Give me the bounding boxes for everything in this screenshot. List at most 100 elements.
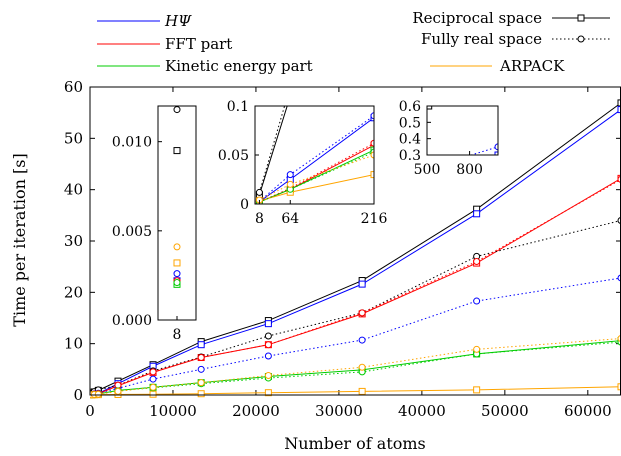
inset-data-point <box>494 143 498 151</box>
inset-data-point <box>494 151 498 155</box>
legend-label: Kinetic energy part <box>165 57 313 75</box>
inset-data-point <box>427 106 433 110</box>
legend-label: Reciprocal space <box>412 9 542 27</box>
inset-data-point <box>384 196 390 202</box>
inset-data-point <box>173 270 181 278</box>
data-point <box>473 258 481 266</box>
inset-frame <box>426 105 499 156</box>
data-point <box>473 297 481 305</box>
legend-label: Fully real space <box>421 30 542 48</box>
inset-y-tick-label: 0.000 <box>112 313 152 329</box>
series-line <box>90 386 621 396</box>
inset-data-point <box>534 103 540 109</box>
data-point <box>473 345 481 353</box>
y-axis-label: Time per iteration [s] <box>10 153 29 326</box>
y-tick-label: 60 <box>64 78 83 96</box>
inset-data-point <box>173 279 181 287</box>
inset-data-point <box>287 83 293 89</box>
legend-item-arpack: ARPACK <box>430 57 565 75</box>
legend-label: ARPACK <box>499 57 565 75</box>
inset-data-point <box>426 185 432 191</box>
series-line <box>90 338 621 396</box>
series-line <box>90 341 621 396</box>
data-point <box>358 387 366 395</box>
inset-data-point <box>384 191 390 197</box>
x-tick-label: 30000 <box>315 402 363 420</box>
legend-item-kinetic-energy-part: Kinetic energy part <box>97 57 313 75</box>
inset-data-point <box>255 188 263 196</box>
data-point <box>149 383 157 391</box>
y-tick-label: 0 <box>73 386 83 404</box>
inset-data-point <box>286 171 294 179</box>
inset-series-line <box>258 106 288 195</box>
inset-series-line <box>259 174 374 202</box>
data-point <box>264 371 272 379</box>
inset-data-point <box>495 177 501 183</box>
inset-data-point <box>426 193 432 199</box>
inset-data-point <box>173 243 181 251</box>
data-point <box>358 336 366 344</box>
inset-y-tick-label: 0.4 <box>399 132 421 148</box>
inset-data-point <box>384 191 390 197</box>
y-tick-label: 10 <box>64 335 83 353</box>
inset-x-tick-label: 216 <box>361 211 388 227</box>
data-point <box>114 381 122 389</box>
inset-data-point <box>370 112 374 120</box>
inset-x-tick-label: 64 <box>281 211 299 227</box>
data-point <box>114 387 122 395</box>
legend-label: FFT part <box>165 35 232 53</box>
legend-marker <box>577 14 585 22</box>
data-point <box>264 320 272 328</box>
x-tick-label: 10000 <box>149 402 197 420</box>
inset-data-point <box>286 180 294 188</box>
inset-y-tick-label: 0.005 <box>112 224 152 240</box>
data-point <box>197 390 205 398</box>
y-tick-label: 40 <box>64 181 83 199</box>
inset-data-point <box>173 147 181 155</box>
data-point <box>264 389 272 397</box>
data-point <box>149 375 157 383</box>
data-point <box>197 379 205 387</box>
inset-3: 500 800 0.30.40.50.6 <box>384 99 501 202</box>
inset-data-point <box>534 152 540 158</box>
inset-y-tick-label: 0.05 <box>218 148 249 164</box>
inset-data-point <box>384 187 390 193</box>
legend-marker <box>577 35 585 43</box>
series-line <box>90 178 621 396</box>
inset-y-tick-label: 0.3 <box>399 148 421 164</box>
series-arpack-real <box>90 335 621 399</box>
inset-data-point <box>495 160 501 166</box>
inset-data-point <box>384 142 390 148</box>
legend-item-fft-part: FFT part <box>97 35 232 53</box>
inset-y-tick-label: 0.010 <box>112 135 152 151</box>
data-point <box>358 363 366 371</box>
data-point <box>473 386 481 394</box>
inset-data-point <box>495 168 501 174</box>
data-point <box>617 106 621 114</box>
inset-data-point <box>384 192 390 198</box>
legend: HΨ FFT part Kinetic energy part ARPACK Recip… <box>97 9 610 75</box>
legend-label: HΨ <box>164 12 192 30</box>
legend-item-fully-real-space: Fully real space <box>421 30 610 48</box>
legend-item-reciprocal-space: Reciprocal space <box>412 9 610 27</box>
inset-data-point <box>384 145 390 151</box>
inset-y-tick-label: 0.1 <box>227 99 249 115</box>
y-tick-label: 50 <box>64 129 83 147</box>
inset-x-tick-label: 500 <box>414 162 441 178</box>
y-tick-label: 30 <box>64 232 83 250</box>
inset-data-point <box>384 186 390 192</box>
data-point <box>617 383 621 391</box>
main-plot: 0 10000 20000 30000 40000 50000 60000 0 10 20 30 40… <box>64 78 621 420</box>
x-tick-label: 40000 <box>398 402 446 420</box>
x-tick-label: 0 <box>85 402 95 420</box>
inset-data-point <box>495 159 501 165</box>
data-point <box>358 309 366 317</box>
data-point <box>264 332 272 340</box>
inset-data-point <box>534 83 540 89</box>
legend-item-h: HΨ <box>97 12 192 30</box>
data-point <box>149 390 157 398</box>
inset-data-point <box>173 106 181 114</box>
inset-data-point <box>384 192 390 198</box>
